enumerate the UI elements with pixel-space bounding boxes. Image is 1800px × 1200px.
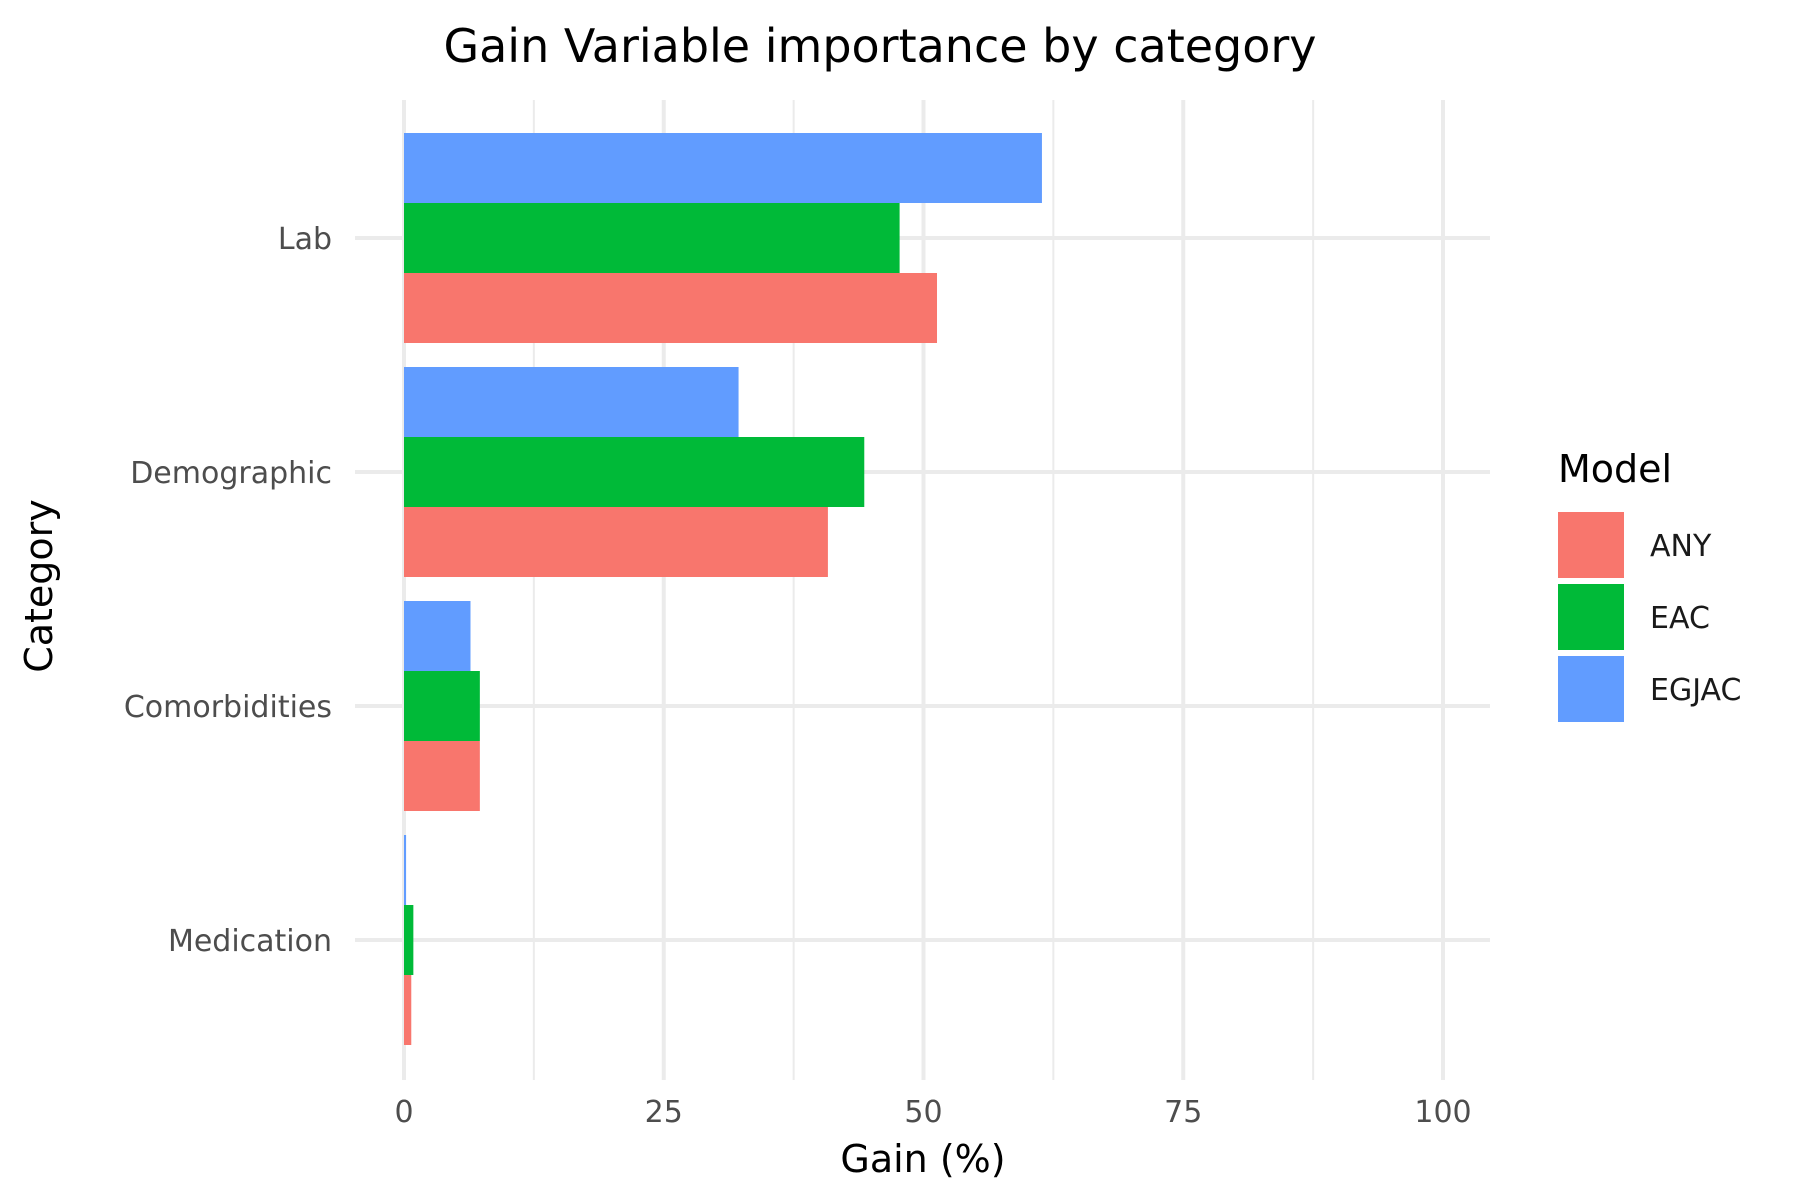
x-axis-title: Gain (%) bbox=[840, 1137, 1005, 1181]
legend-key-any bbox=[1558, 512, 1624, 578]
x-tick-label: 50 bbox=[904, 1095, 942, 1130]
x-tick-label: 75 bbox=[1164, 1095, 1202, 1130]
legend-key-egjac bbox=[1558, 656, 1624, 722]
bars bbox=[404, 133, 1042, 1045]
legend: Model ANY EAC EGJAC bbox=[1558, 447, 1741, 722]
bar-medication-any bbox=[404, 975, 412, 1045]
x-tick-label: 0 bbox=[394, 1095, 413, 1130]
bar-demographic-egjac bbox=[404, 367, 739, 437]
bar-lab-egjac bbox=[404, 133, 1042, 203]
x-tick-label: 100 bbox=[1414, 1095, 1471, 1130]
y-tick-label: Medication bbox=[168, 924, 332, 959]
legend-label-eac: EAC bbox=[1650, 601, 1710, 636]
y-axis-ticks: Lab Demographic Comorbidities Medication bbox=[124, 222, 332, 959]
legend-title: Model bbox=[1558, 447, 1672, 491]
y-tick-label: Demographic bbox=[130, 456, 332, 491]
legend-label-any: ANY bbox=[1650, 529, 1712, 564]
bar-lab-any bbox=[404, 273, 938, 343]
bar-medication-egjac bbox=[404, 835, 407, 905]
bar-demographic-eac bbox=[404, 437, 865, 507]
bar-comorbidities-egjac bbox=[404, 601, 471, 671]
y-tick-label: Lab bbox=[278, 222, 332, 257]
y-axis-title: Category bbox=[17, 499, 61, 673]
bar-comorbidities-eac bbox=[404, 671, 480, 741]
chart-title: Gain Variable importance by category bbox=[443, 19, 1316, 73]
x-tick-label: 25 bbox=[645, 1095, 683, 1130]
legend-label-egjac: EGJAC bbox=[1650, 673, 1741, 708]
bar-comorbidities-any bbox=[404, 741, 480, 811]
bar-lab-eac bbox=[404, 203, 900, 273]
x-axis-ticks: 0 25 50 75 100 bbox=[394, 1095, 1471, 1130]
y-tick-label: Comorbidities bbox=[124, 690, 332, 725]
bar-medication-eac bbox=[404, 905, 414, 975]
bar-demographic-any bbox=[404, 507, 828, 577]
legend-key-eac bbox=[1558, 584, 1624, 650]
